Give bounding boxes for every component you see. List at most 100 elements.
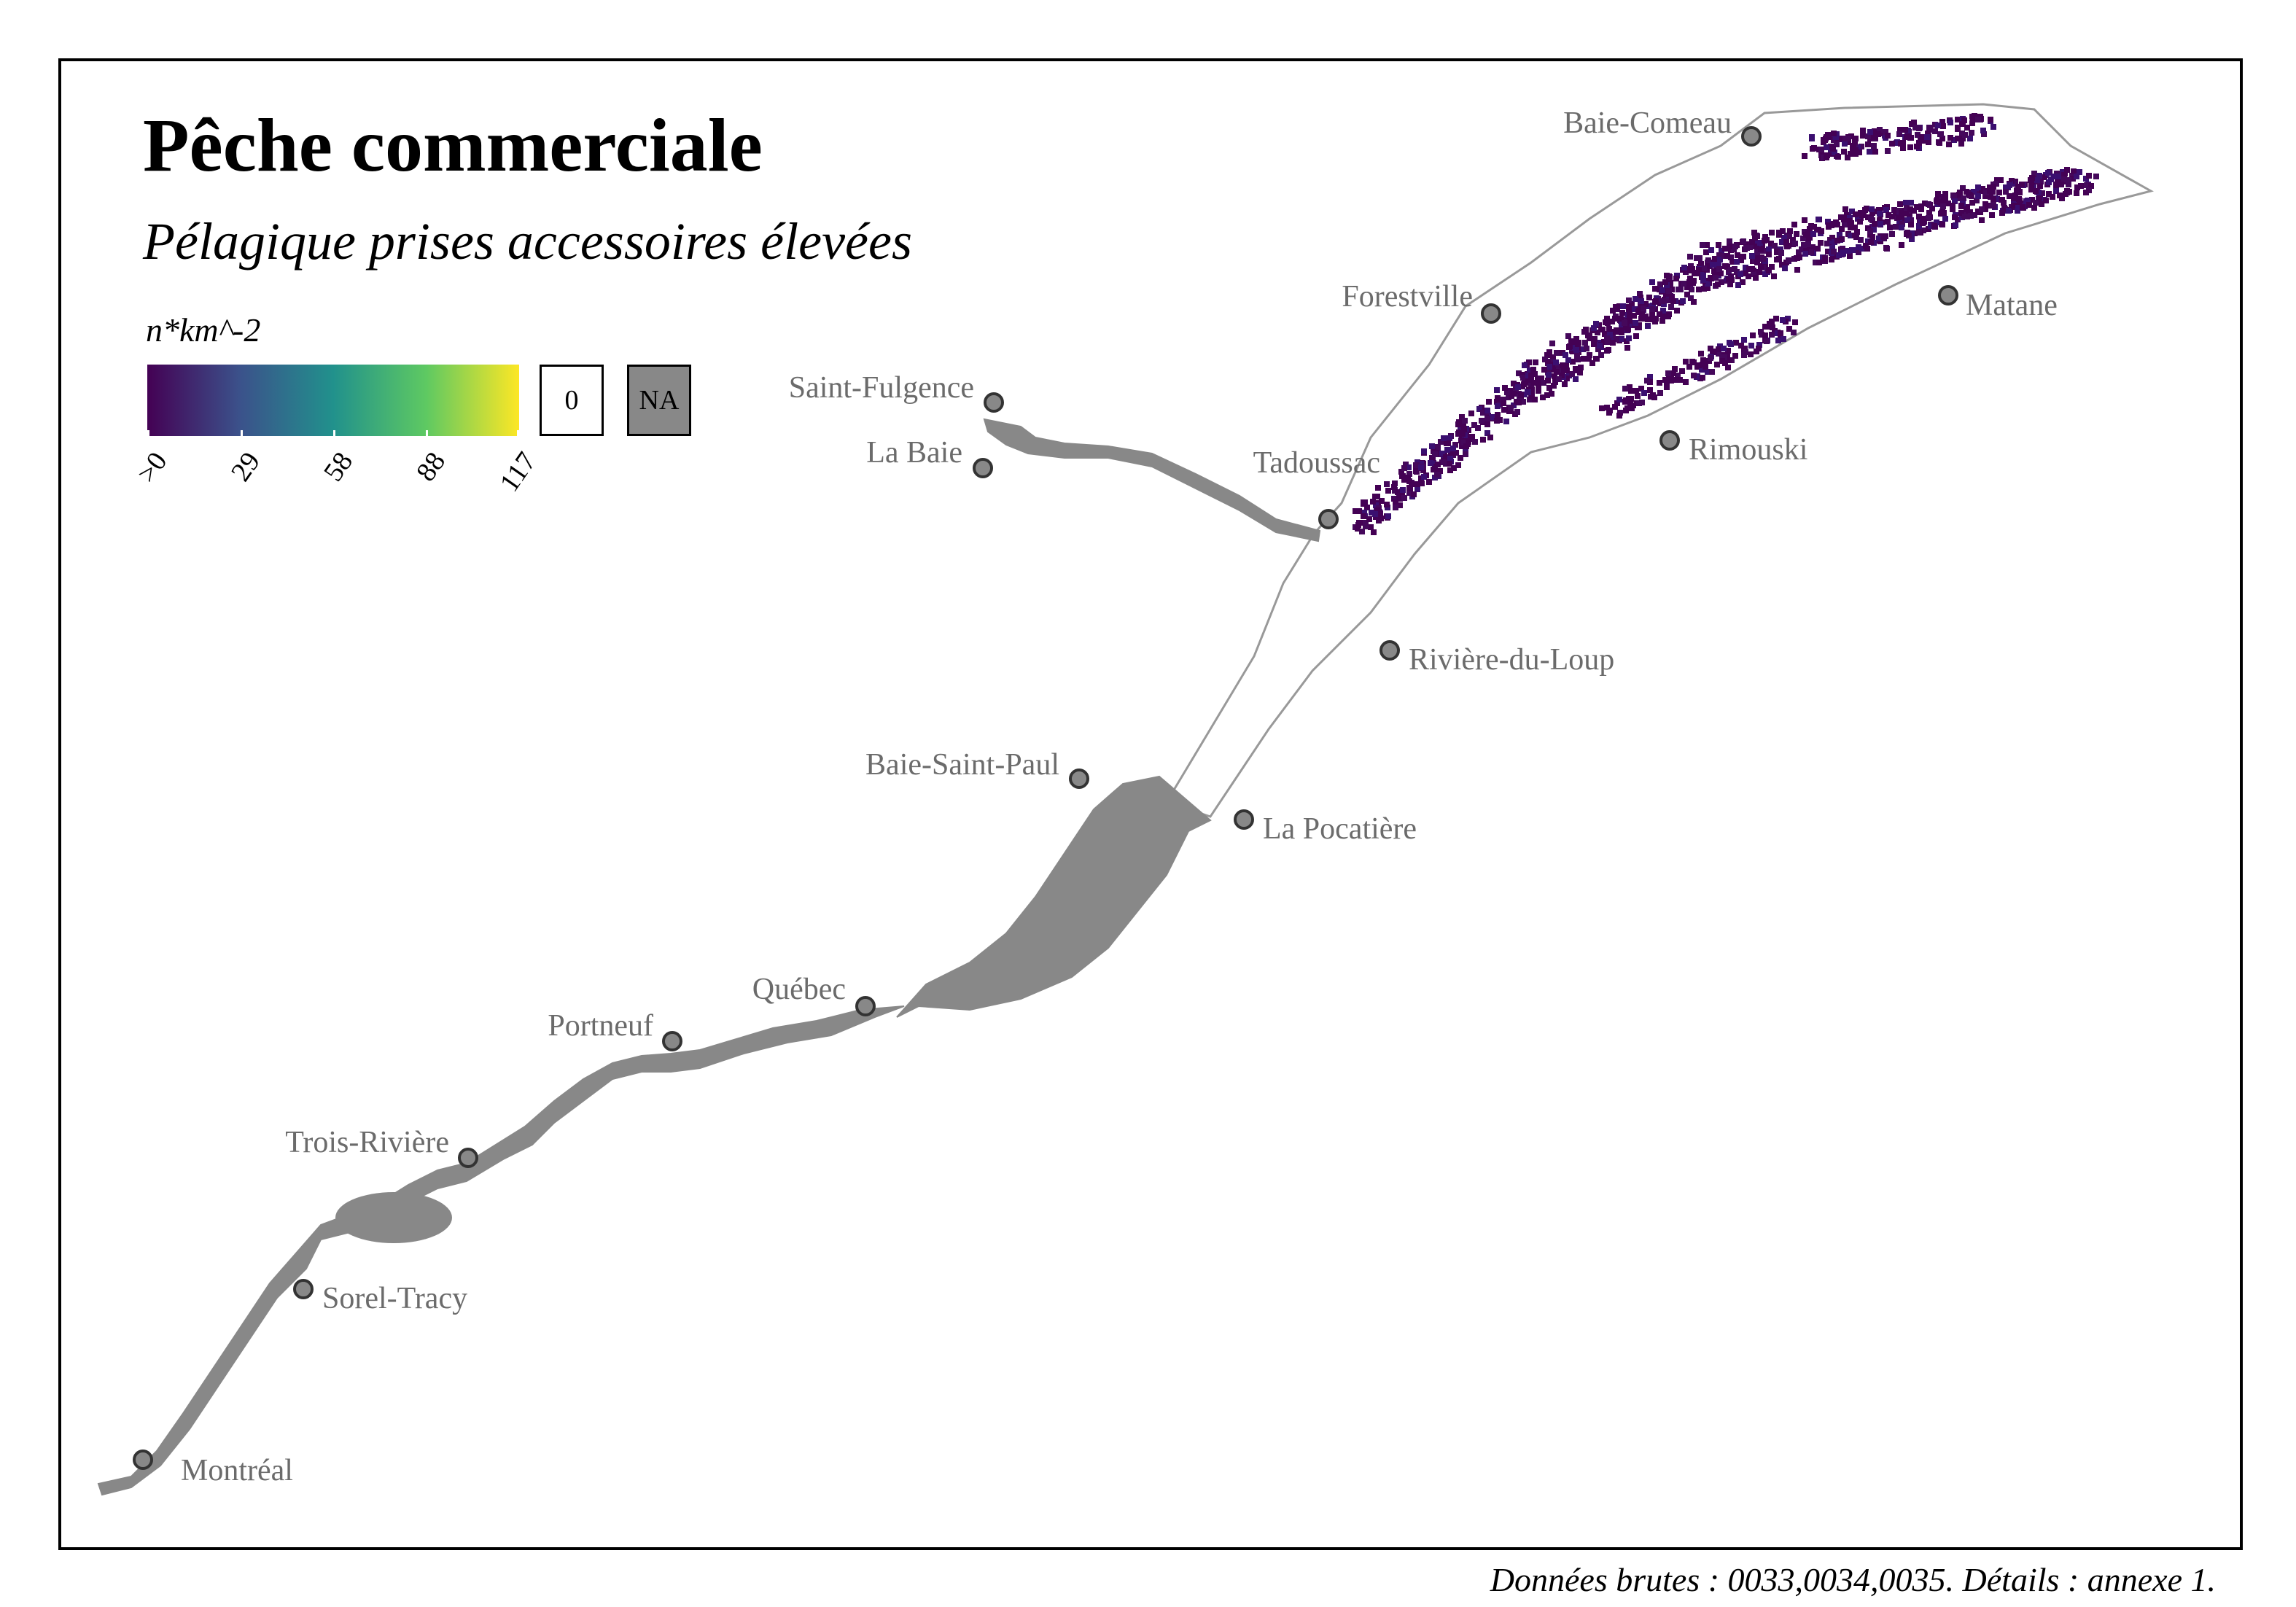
density-cell <box>2031 171 2037 176</box>
density-cell <box>1915 132 1921 138</box>
density-cell <box>1371 529 1377 535</box>
density-cell <box>1860 133 1866 139</box>
density-cell <box>1511 391 1517 397</box>
density-cell <box>1769 230 1775 236</box>
density-cell <box>1368 524 1374 530</box>
density-cell <box>1987 184 1993 190</box>
density-cell <box>1546 372 1552 378</box>
data-source-caption: Données brutes : 0033,0034,0035. Détails… <box>1490 1561 2216 1598</box>
density-cell <box>1772 243 1778 249</box>
density-cell <box>1982 201 1988 207</box>
density-cell <box>1635 309 1641 315</box>
density-cell <box>1862 207 1868 213</box>
density-cell <box>1872 128 1877 134</box>
density-cell <box>1359 529 1365 534</box>
density-cell <box>1461 426 1467 432</box>
density-cell <box>1792 319 1798 325</box>
upper-estuary <box>896 775 1212 1018</box>
density-cell <box>1955 117 1961 122</box>
density-cell <box>1872 149 1878 155</box>
density-cell <box>1495 403 1501 409</box>
density-cell <box>1629 405 1635 411</box>
density-cell <box>1756 269 1762 275</box>
density-cell <box>1620 303 1626 309</box>
density-cell <box>1850 247 1856 253</box>
density-cell <box>1683 359 1689 365</box>
density-cell <box>2015 205 2021 211</box>
density-cell <box>1979 206 1985 212</box>
legend-zero-box: 0 <box>540 365 604 436</box>
density-cell <box>1607 332 1613 338</box>
density-cell <box>1762 332 1768 338</box>
density-cell <box>1946 141 1952 147</box>
density-cell <box>1939 210 1945 216</box>
density-cell <box>1430 455 1436 461</box>
density-cell <box>1848 233 1853 238</box>
density-cell <box>1903 200 1909 206</box>
density-cell <box>1614 329 1619 335</box>
density-cell <box>1931 223 1937 229</box>
density-cell <box>1518 392 1524 398</box>
density-cell <box>1370 499 1376 505</box>
density-cell <box>1628 322 1634 328</box>
density-cell <box>1749 239 1755 245</box>
density-cell <box>1664 384 1670 390</box>
density-cell <box>1501 407 1507 413</box>
density-cell <box>1580 346 1586 352</box>
density-cell <box>1735 282 1741 288</box>
legend-na-box: NA <box>627 365 691 436</box>
density-cell <box>1887 225 1893 230</box>
city-marker <box>1659 430 1680 451</box>
density-cell <box>1849 209 1855 214</box>
map-frame <box>58 58 2243 1550</box>
density-cell <box>1401 495 1407 501</box>
density-cell <box>1975 117 1981 122</box>
density-cell <box>1680 298 1686 304</box>
density-cell <box>1911 208 1917 214</box>
density-cell <box>1633 388 1639 394</box>
density-cell <box>2046 191 2052 197</box>
density-cell <box>1593 321 1599 327</box>
density-cell <box>1854 229 1860 235</box>
density-cell <box>1837 232 1842 238</box>
density-cell <box>1909 236 1915 242</box>
density-cell <box>1626 297 1632 303</box>
density-cell <box>1960 136 1966 141</box>
density-cell <box>2028 187 2034 192</box>
density-cell <box>2055 174 2061 179</box>
density-cell <box>1939 222 1945 227</box>
density-cell <box>1456 419 1462 425</box>
density-cell <box>1824 144 1829 150</box>
density-cell <box>1839 236 1845 242</box>
density-cell <box>1727 357 1732 363</box>
density-cell <box>1363 524 1369 529</box>
density-cell <box>1840 249 1845 255</box>
density-cell <box>1896 131 1902 137</box>
density-cell <box>1691 373 1697 378</box>
density-cell <box>1565 333 1571 339</box>
density-cell <box>1845 139 1851 145</box>
density-cell <box>1698 261 1704 267</box>
density-cell <box>1836 252 1842 258</box>
density-cell <box>1935 191 1941 197</box>
density-cell <box>1719 248 1724 254</box>
density-cell <box>1401 477 1407 483</box>
density-cell <box>1975 184 1981 190</box>
density-cell <box>1842 141 1848 147</box>
density-cell <box>1602 331 1608 337</box>
density-cell <box>1459 443 1465 449</box>
density-cell <box>1379 498 1385 504</box>
density-cell <box>1994 177 2000 183</box>
density-cell <box>2050 194 2055 200</box>
density-cell <box>1578 365 1584 370</box>
density-cell <box>1414 462 1420 468</box>
city-portneuf: Portneuf <box>548 1009 682 1051</box>
density-cell <box>1841 149 1847 155</box>
density-cell <box>1780 228 1786 234</box>
density-cell <box>1364 505 1370 510</box>
density-cell <box>2017 201 2023 206</box>
density-cell <box>1366 516 1372 522</box>
density-cell <box>1900 145 1906 151</box>
density-cell <box>2039 201 2044 207</box>
